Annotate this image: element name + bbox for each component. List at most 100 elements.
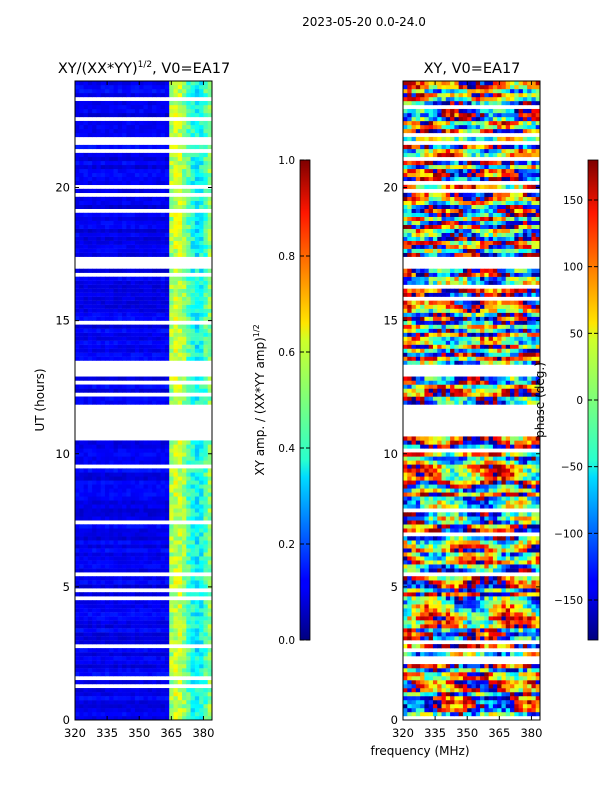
phase-heatmap-cell: [454, 652, 460, 657]
amp-heatmap-cell: [100, 252, 106, 257]
amp-heatmap-cell: [182, 356, 187, 361]
phase-heatmap-cell: [510, 616, 515, 621]
amp-heatmap-cell: [143, 452, 149, 457]
phase-heatmap-cell: [415, 612, 421, 617]
amp-heatmap-cell: [207, 324, 213, 329]
amp-heatmap-cell: [207, 688, 213, 693]
amp-heatmap-cell: [117, 336, 123, 341]
phase-heatmap-cell: [450, 680, 455, 685]
amp-heatmap-cell: [79, 624, 84, 629]
amp-heatmap-cell: [139, 612, 144, 617]
amp-heatmap-cell: [143, 640, 149, 645]
amp-heatmap-cell: [164, 648, 170, 653]
phase-heatmap-cell: [497, 688, 502, 693]
amp-heatmap-cell: [182, 448, 187, 453]
phase-heatmap-cell: [411, 672, 417, 677]
phase-heatmap-cell: [535, 628, 541, 633]
phase-heatmap-cell: [424, 576, 430, 581]
amp-heatmap-cell: [75, 708, 80, 713]
amp-heatmap-cell: [75, 472, 80, 477]
amp-heatmap-cell: [143, 704, 149, 709]
amp-heatmap-cell: [156, 232, 162, 237]
phase-heatmap-cell: [497, 612, 502, 617]
amp-heatmap-cell: [173, 544, 179, 549]
amp-heatmap-cell: [169, 200, 174, 205]
amp-heatmap-cell: [134, 712, 140, 717]
amp-heatmap-cell: [164, 348, 170, 353]
phase-heatmap-cell: [445, 612, 451, 617]
amp-heatmap-cell: [75, 444, 80, 449]
amp-heatmap-cell: [126, 236, 132, 241]
amp-heatmap-cell: [117, 292, 123, 297]
amp-heatmap-cell: [92, 212, 97, 217]
amp-heatmap-cell: [100, 548, 106, 553]
amp-heatmap-cell: [169, 540, 174, 545]
phase-heatmap-cell: [445, 676, 451, 681]
amp-heatmap-cell: [156, 564, 162, 569]
amp-heatmap-cell: [173, 492, 179, 497]
amp-heatmap-cell: [117, 304, 123, 309]
amp-heatmap-cell: [109, 324, 114, 329]
amp-heatmap-cell: [79, 496, 84, 501]
amp-heatmap-cell: [83, 608, 89, 613]
phase-heatmap-cell: [403, 712, 408, 717]
amp-heatmap-cell: [87, 652, 93, 657]
amp-heatmap-cell: [199, 592, 204, 597]
amp-heatmap-cell: [156, 532, 162, 537]
amp-heatmap-cell: [152, 228, 157, 233]
amp-heatmap-cell: [194, 580, 200, 585]
amp-heatmap-cell: [134, 460, 140, 465]
amp-heatmap-cell: [130, 180, 136, 186]
amp-heatmap-cell: [194, 276, 200, 281]
amp-heatmap-cell: [113, 132, 119, 138]
amp-heatmap-cell: [130, 348, 136, 353]
amp-heatmap-cell: [182, 688, 187, 693]
phase-heatmap-cell: [522, 592, 528, 597]
phase-heatmap-cell: [510, 676, 515, 681]
amp-heatmap-cell: [190, 672, 196, 677]
amp-heatmap-cell: [169, 312, 174, 317]
phase-heatmap-cell: [497, 664, 502, 669]
amp-heatmap-cell: [96, 280, 102, 285]
phase-heatmap-cell: [437, 712, 442, 717]
amp-heatmap-cell: [186, 196, 191, 202]
phase-heatmap-cell: [403, 672, 408, 677]
amp-heatmap-cell: [173, 672, 179, 677]
amp-heatmap-cell: [87, 692, 93, 697]
amp-heatmap-cell: [199, 460, 204, 465]
phase-heatmap-cell: [475, 636, 481, 641]
amp-heatmap-cell: [134, 604, 140, 609]
amp-heatmap-cell: [186, 288, 191, 293]
amp-heatmap-cell: [96, 324, 102, 329]
phase-heatmap-cell: [445, 580, 451, 585]
amp-heatmap-cell: [96, 296, 102, 301]
amp-heatmap-cell: [79, 220, 84, 225]
phase-heatmap-cell: [480, 700, 485, 705]
phase-heatmap-cell: [462, 588, 468, 593]
amp-heatmap-cell: [87, 584, 93, 589]
phase-heatmap-cell: [535, 688, 541, 693]
amp-heatmap-cell: [87, 440, 93, 445]
amp-heatmap-cell: [156, 556, 162, 561]
phase-heatmap-cell: [411, 696, 417, 701]
amp-heatmap-cell: [160, 328, 166, 333]
amp-heatmap-cell: [113, 476, 119, 481]
amp-heatmap-cell: [194, 396, 200, 401]
amp-heatmap-cell: [96, 628, 102, 633]
amp-heatmap-cell: [177, 680, 183, 685]
amp-heatmap-cell: [100, 328, 106, 333]
phase-heatmap-cell: [467, 616, 472, 621]
amp-heatmap-cell: [100, 468, 106, 473]
amp-heatmap-cell: [87, 308, 93, 313]
amp-heatmap-cell: [207, 440, 213, 445]
amp-heatmap-cell: [96, 544, 102, 549]
amp-heatmap-cell: [203, 204, 209, 209]
amp-heatmap-cell: [194, 692, 200, 697]
amp-heatmap-cell: [134, 212, 140, 217]
amp-heatmap-cell: [100, 600, 106, 605]
amp-heatmap-cell: [79, 500, 84, 505]
amp-heatmap-cell: [182, 228, 187, 233]
phase-heatmap-cell: [527, 684, 532, 689]
amp-heatmap-cell: [134, 504, 140, 509]
amp-heatmap-cell: [143, 280, 149, 285]
